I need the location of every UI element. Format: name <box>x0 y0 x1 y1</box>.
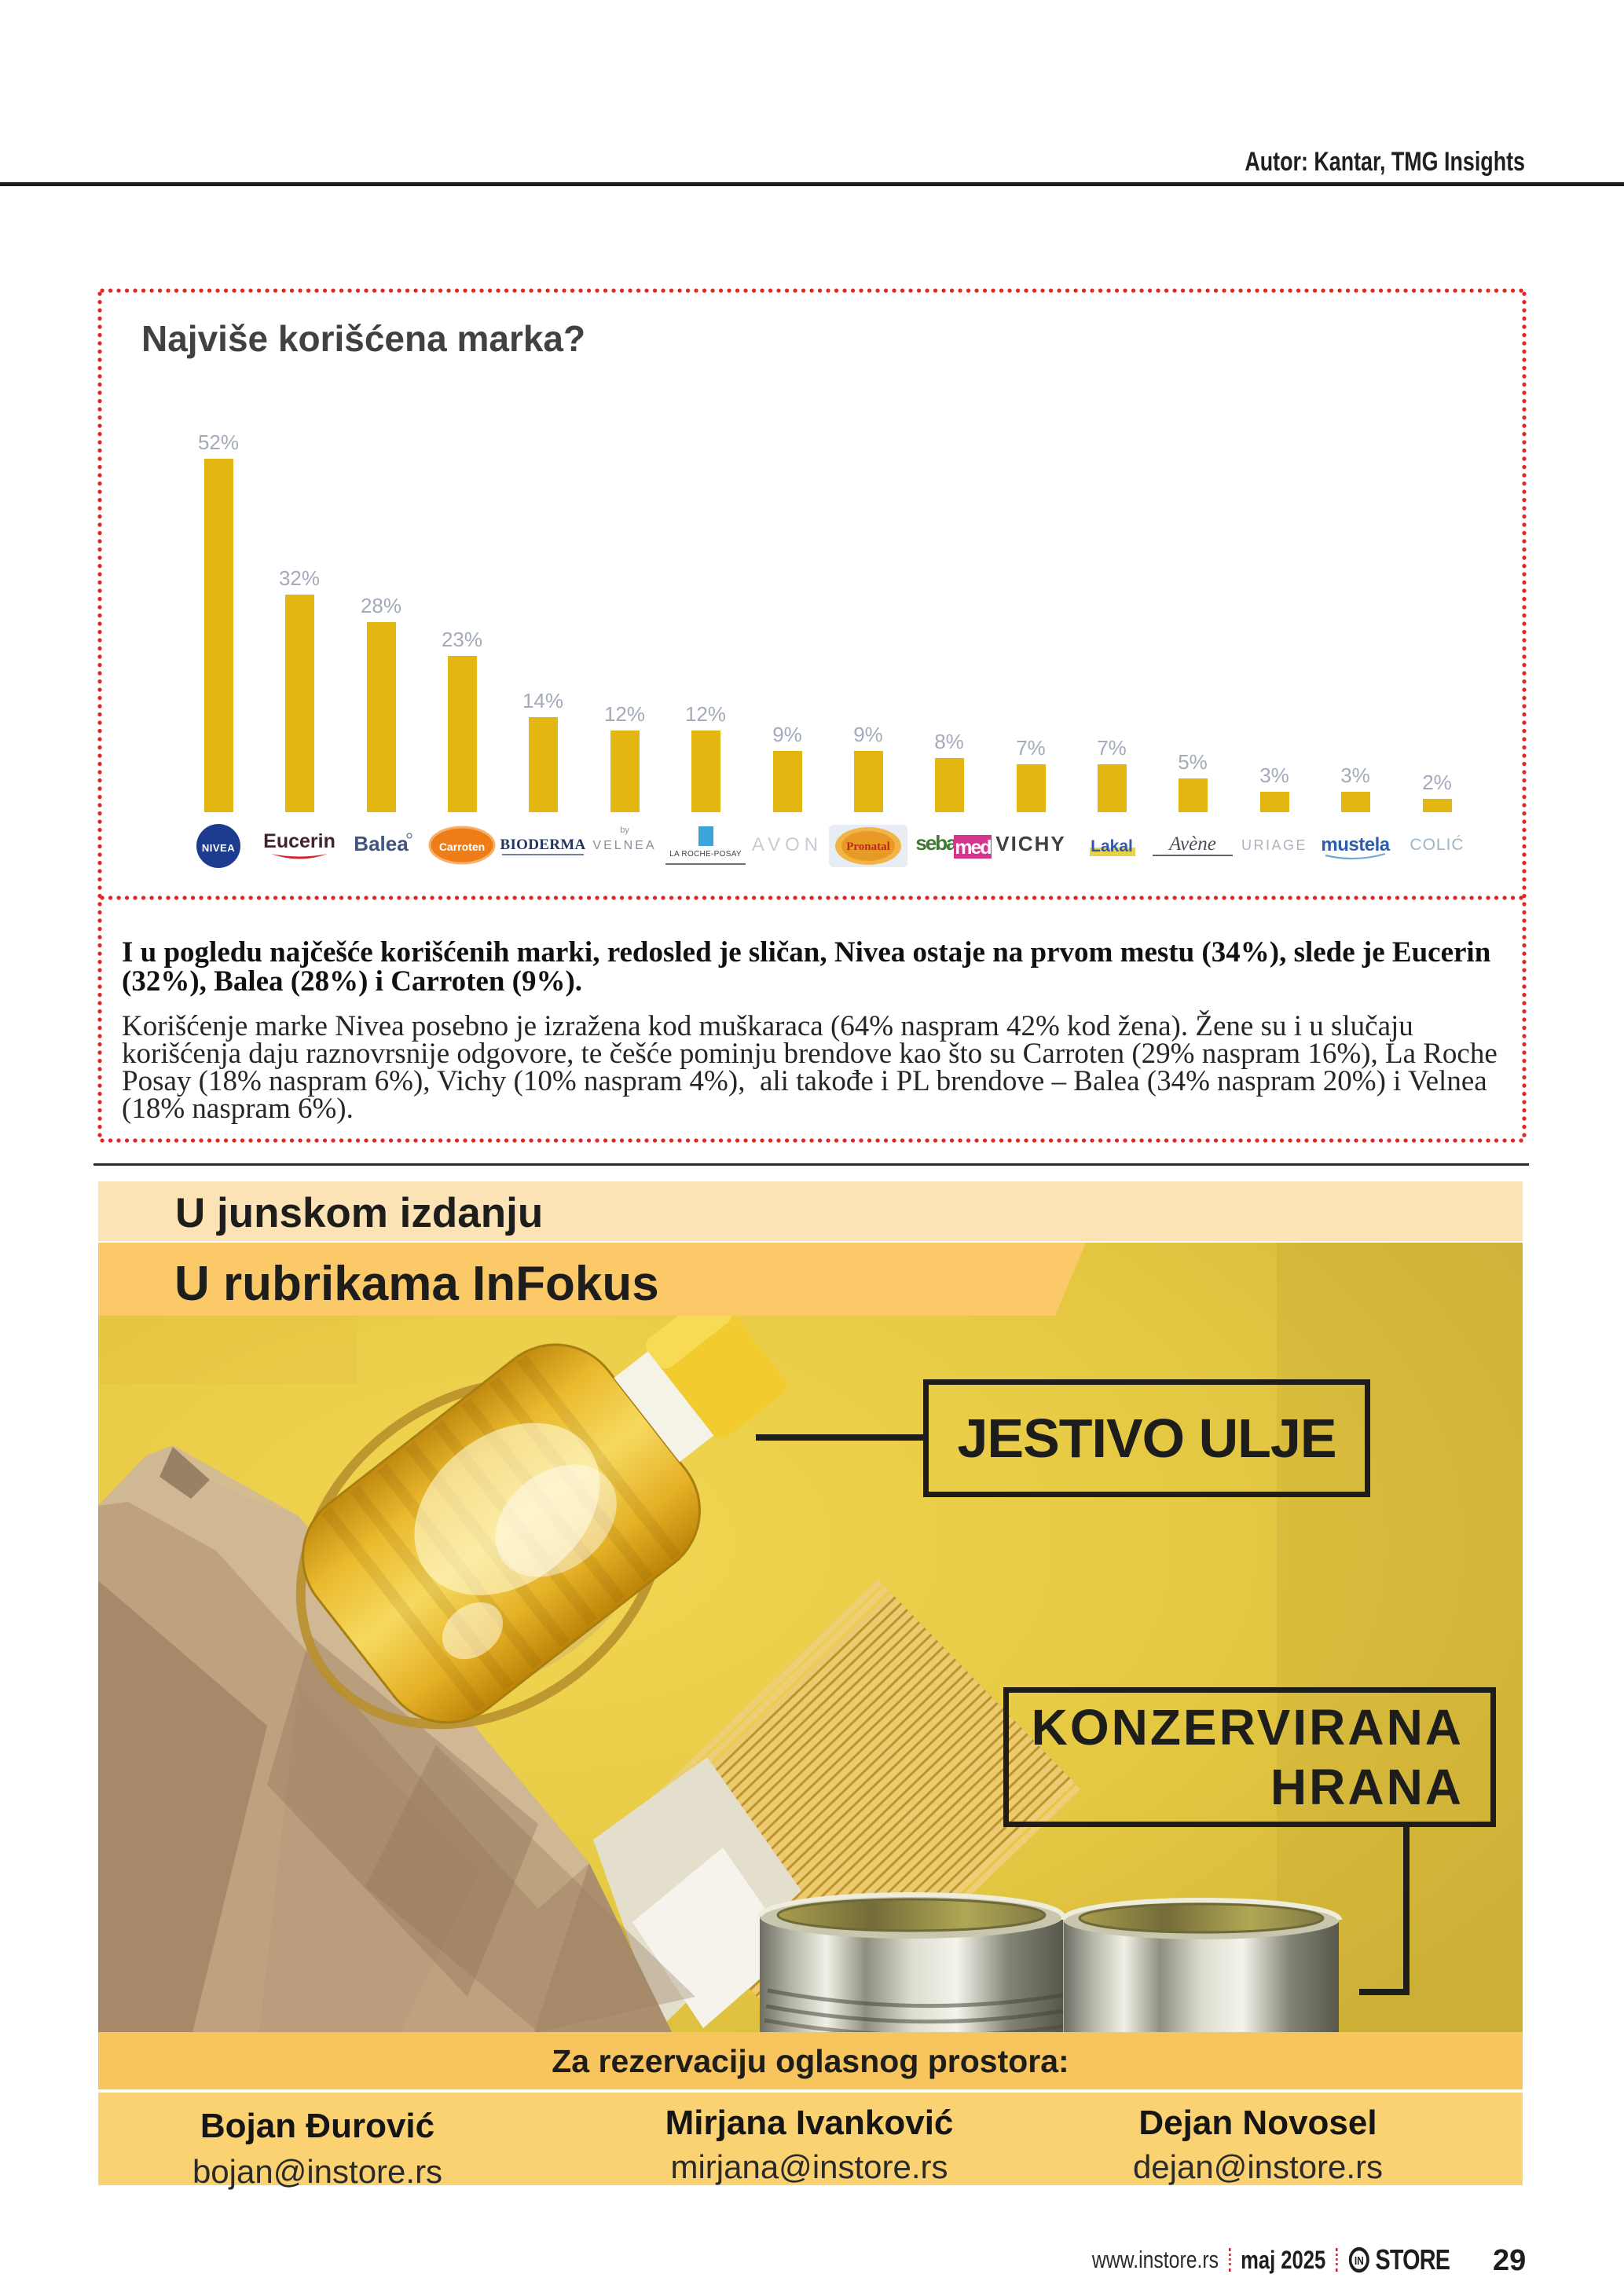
svg-text:AVON: AVON <box>752 834 823 855</box>
svg-text:VELNEA: VELNEA <box>592 839 656 852</box>
svg-text:BIODERMA: BIODERMA <box>500 837 585 853</box>
svg-text:Eucerin: Eucerin <box>263 830 335 852</box>
svg-text:by: by <box>620 826 629 835</box>
svg-text:URIAGE: URIAGE <box>1241 837 1307 853</box>
svg-text:seba: seba <box>915 831 958 855</box>
svg-text:Avène: Avène <box>1168 833 1216 855</box>
svg-text:LA ROCHE-POSAY: LA ROCHE-POSAY <box>669 850 742 859</box>
svg-text:Lakal: Lakal <box>1091 837 1133 855</box>
svg-text:NIVEA: NIVEA <box>202 842 235 854</box>
svg-text:med: med <box>955 837 991 859</box>
svg-text:COLIĆ: COLIĆ <box>1410 836 1464 854</box>
svg-text:mustela: mustela <box>1321 834 1390 855</box>
svg-text:Carroten: Carroten <box>439 840 485 853</box>
svg-text:VICHY: VICHY <box>995 832 1065 855</box>
svg-text:IN: IN <box>1354 2254 1363 2268</box>
svg-text:Pronatal: Pronatal <box>846 840 890 853</box>
svg-text:Balea: Balea <box>354 832 409 855</box>
